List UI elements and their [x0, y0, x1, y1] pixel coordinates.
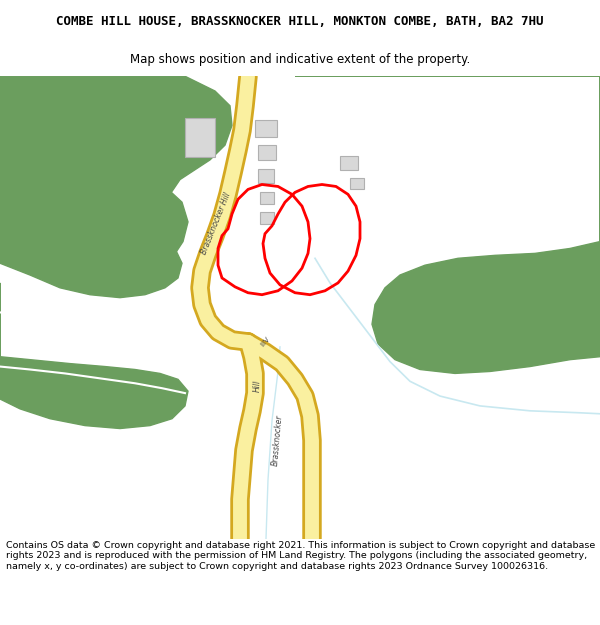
Text: Hill: Hill	[253, 380, 263, 392]
Polygon shape	[0, 76, 232, 298]
Bar	[260, 212, 274, 224]
Polygon shape	[295, 76, 600, 373]
Polygon shape	[0, 76, 188, 281]
Polygon shape	[425, 261, 600, 347]
Text: Contains OS data © Crown copyright and database right 2021. This information is : Contains OS data © Crown copyright and d…	[6, 541, 595, 571]
Bar	[255, 119, 277, 138]
Text: COMBE HILL HOUSE, BRASSKNOCKER HILL, MONKTON COMBE, BATH, BA2 7HU: COMBE HILL HOUSE, BRASSKNOCKER HILL, MON…	[56, 15, 544, 28]
Text: Brassknocker: Brassknocker	[271, 414, 285, 466]
Bar	[258, 169, 274, 182]
Text: Brassknocker Hill: Brassknocker Hill	[199, 192, 233, 256]
Bar	[258, 145, 276, 160]
Bar	[340, 156, 358, 170]
Text: Map shows position and indicative extent of the property.: Map shows position and indicative extent…	[130, 53, 470, 66]
Text: IIIV: IIIV	[259, 336, 271, 348]
Polygon shape	[0, 283, 188, 429]
Bar	[260, 192, 274, 204]
Bar	[185, 118, 215, 157]
Bar	[350, 177, 364, 189]
